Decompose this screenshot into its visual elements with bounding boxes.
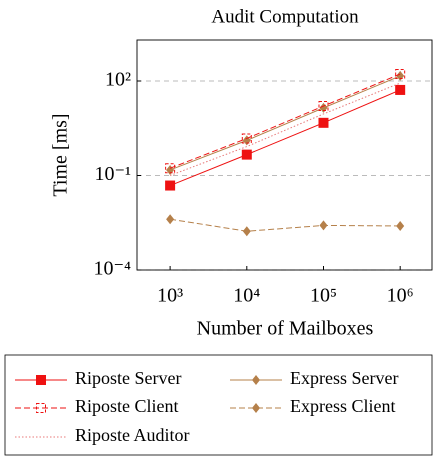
legend-marker — [36, 375, 46, 385]
marker — [165, 180, 176, 191]
marker — [395, 84, 406, 95]
marker — [241, 133, 252, 144]
series-line — [169, 75, 401, 171]
plot-frame — [136, 39, 433, 271]
marker — [242, 226, 251, 237]
legend-label: Riposte Client — [75, 396, 179, 416]
marker — [241, 149, 252, 160]
marker — [395, 69, 406, 80]
series-line — [169, 89, 401, 186]
x-tick-label: 10⁶ — [387, 285, 414, 307]
legend-label: Riposte Auditor — [75, 425, 190, 445]
x-tick-label: 10⁴ — [233, 285, 260, 307]
x-tick-label: 10⁵ — [310, 285, 337, 307]
marker — [319, 220, 328, 231]
series-line — [169, 82, 401, 176]
legend-box — [4, 354, 433, 456]
legend-label: Riposte Server — [75, 368, 181, 388]
x-tick-label: 10³ — [157, 285, 183, 307]
y-tick-label: 10⁻⁴ — [93, 258, 131, 280]
marker — [165, 163, 176, 174]
y-tick-label: 10⁻¹ — [94, 163, 131, 185]
marker — [318, 101, 329, 112]
marker — [319, 102, 328, 113]
legend-marker — [252, 403, 260, 413]
series-line — [170, 218, 401, 232]
marker — [166, 214, 175, 225]
legend-marker — [252, 375, 260, 385]
x-axis-label: Number of Mailboxes — [197, 318, 374, 340]
legend-label: Express Client — [290, 396, 396, 416]
marker — [396, 220, 405, 231]
y-axis-label: Time [ms] — [50, 113, 72, 196]
series-line — [169, 73, 401, 169]
marker — [318, 117, 329, 128]
legend-label: Express Server — [290, 368, 398, 388]
chart-title: Audit Computation — [211, 6, 359, 27]
legend-marker — [36, 403, 46, 413]
marker — [166, 164, 175, 175]
marker — [396, 70, 405, 81]
y-tick-label: 10² — [105, 69, 131, 91]
